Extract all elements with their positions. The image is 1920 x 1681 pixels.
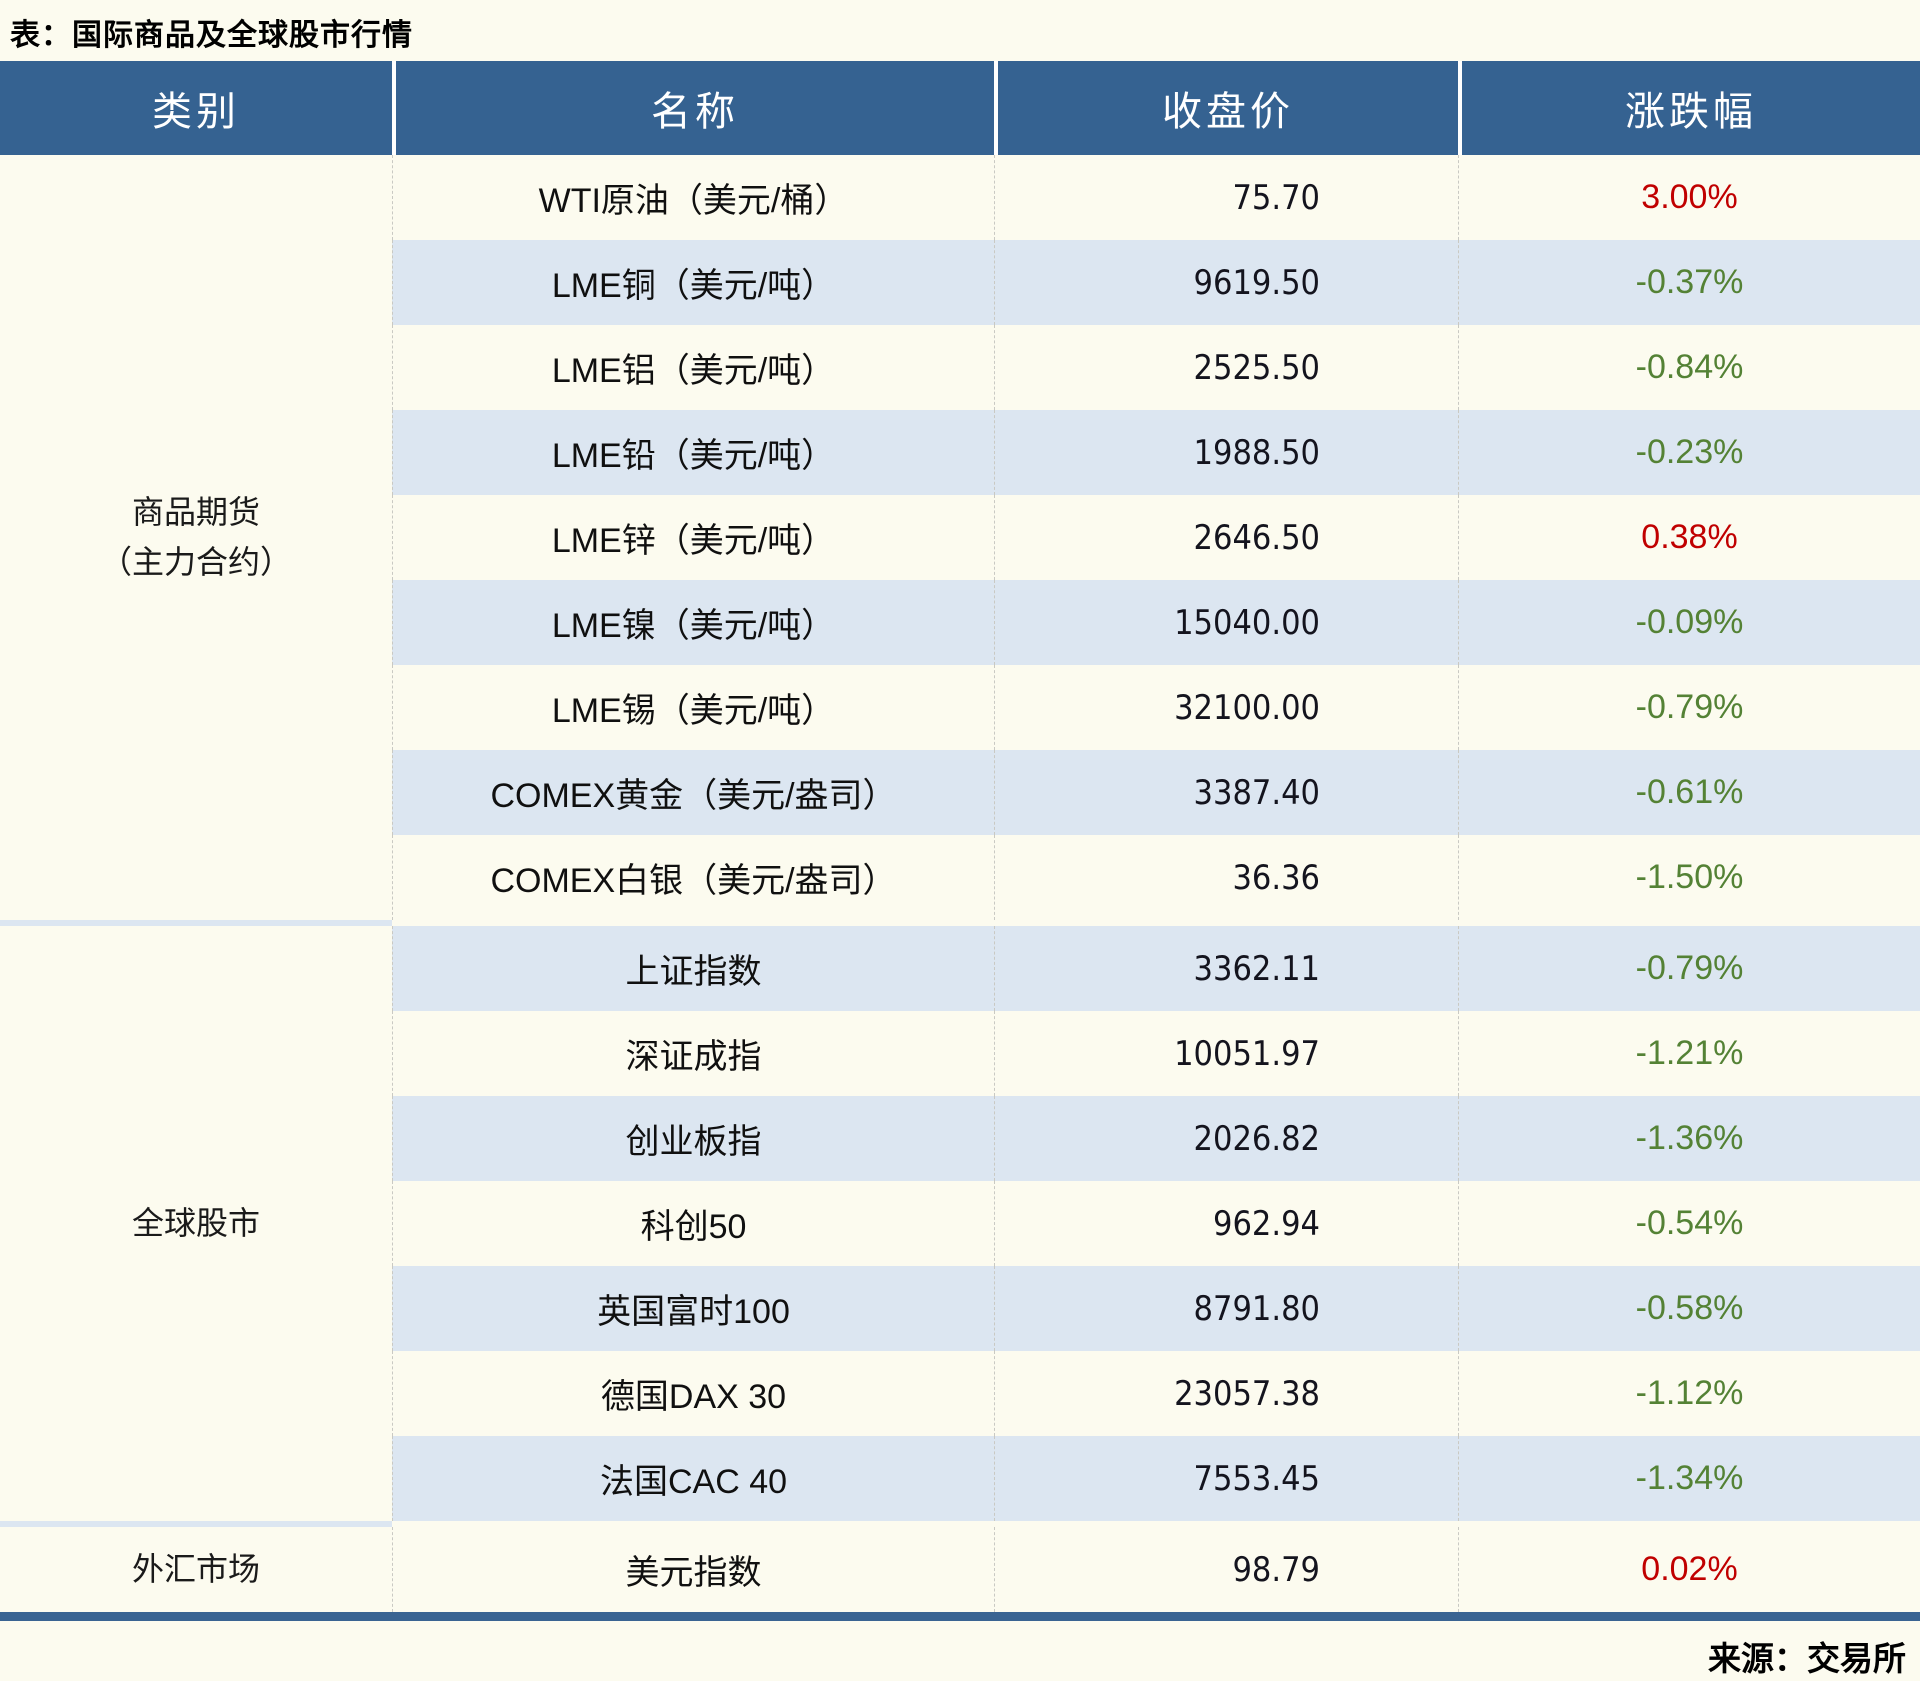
close-price: 3362.11 <box>994 926 1458 1011</box>
close-price: 32100.00 <box>994 665 1458 750</box>
table-bottom-border <box>0 1612 1920 1621</box>
table-row: LME铜（美元/吨） 9619.50 -0.37% <box>392 240 1920 325</box>
instrument-name: 深证成指 <box>392 1011 994 1096</box>
instrument-name: LME锌（美元/吨） <box>392 495 994 580</box>
close-price: 3387.40 <box>994 750 1458 835</box>
change-percent: -0.23% <box>1458 410 1920 495</box>
market-table: 类别 名称 收盘价 涨跌幅 商品期货 （主力合约） WTI原油（美元/桶） 75.70… <box>0 61 1920 1612</box>
change-percent: 0.02% <box>1458 1527 1920 1612</box>
change-percent: -1.21% <box>1458 1011 1920 1096</box>
table-body: 商品期货 （主力合约） WTI原油（美元/桶） 75.70 3.00% LME铜（美元/吨… <box>0 155 1920 1612</box>
instrument-name: LME铝（美元/吨） <box>392 325 994 410</box>
instrument-name: 德国DAX 30 <box>392 1351 994 1436</box>
table-row: 上证指数 3362.11 -0.79% <box>392 926 1920 1011</box>
table-row: 德国DAX 30 23057.38 -1.12% <box>392 1351 1920 1436</box>
instrument-name: LME铅（美元/吨） <box>392 410 994 495</box>
group-separator-left <box>0 1521 392 1527</box>
change-percent: -1.50% <box>1458 835 1920 920</box>
close-price: 2026.82 <box>994 1096 1458 1181</box>
instrument-name: LME镍（美元/吨） <box>392 580 994 665</box>
table-row: 英国富时100 8791.80 -0.58% <box>392 1266 1920 1351</box>
category-label-line: 全球股市 <box>131 1204 260 1241</box>
change-percent: -1.36% <box>1458 1096 1920 1181</box>
category-cell: 全球股市 <box>0 926 392 1521</box>
close-price: 15040.00 <box>994 580 1458 665</box>
header-close-price: 收盘价 <box>994 61 1458 155</box>
category-label-line: 商品期货 <box>131 493 260 530</box>
close-price: 9619.50 <box>994 240 1458 325</box>
group-separator-right <box>392 1521 1920 1527</box>
table-row: 美元指数 98.79 0.02% <box>392 1527 1920 1612</box>
close-price: 2525.50 <box>994 325 1458 410</box>
table-row: WTI原油（美元/桶） 75.70 3.00% <box>392 155 1920 240</box>
change-percent: -0.58% <box>1458 1266 1920 1351</box>
change-percent: -0.79% <box>1458 665 1920 750</box>
instrument-name: 法国CAC 40 <box>392 1436 994 1521</box>
table-row: LME铅（美元/吨） 1988.50 -0.23% <box>392 410 1920 495</box>
category-label-line: （主力合约） <box>99 543 292 580</box>
change-percent: -0.84% <box>1458 325 1920 410</box>
category-label-line: 外汇市场 <box>131 1550 260 1587</box>
group-separator-left <box>0 920 392 926</box>
change-percent: 0.38% <box>1458 495 1920 580</box>
category-group: 商品期货 （主力合约） WTI原油（美元/桶） 75.70 3.00% LME铜（美元/吨… <box>0 155 1920 920</box>
table-row: COMEX白银（美元/盎司） 36.36 -1.50% <box>392 835 1920 920</box>
change-percent: -1.34% <box>1458 1436 1920 1521</box>
instrument-name: COMEX黄金（美元/盎司） <box>392 750 994 835</box>
instrument-name: COMEX白银（美元/盎司） <box>392 835 994 920</box>
instrument-name: 上证指数 <box>392 926 994 1011</box>
change-percent: 3.00% <box>1458 155 1920 240</box>
instrument-name: LME铜（美元/吨） <box>392 240 994 325</box>
close-price: 75.70 <box>994 155 1458 240</box>
table-row: LME锡（美元/吨） 32100.00 -0.79% <box>392 665 1920 750</box>
category-group: 全球股市 上证指数 3362.11 -0.79% 深证成指 10051.97 -1.21% 创… <box>0 926 1920 1521</box>
close-price: 10051.97 <box>994 1011 1458 1096</box>
change-percent: -0.09% <box>1458 580 1920 665</box>
close-price: 2646.50 <box>994 495 1458 580</box>
table-row: LME镍（美元/吨） 15040.00 -0.09% <box>392 580 1920 665</box>
close-price: 8791.80 <box>994 1266 1458 1351</box>
table-row: LME铝（美元/吨） 2525.50 -0.84% <box>392 325 1920 410</box>
group-rows: 美元指数 98.79 0.02% <box>392 1527 1920 1612</box>
instrument-name: 英国富时100 <box>392 1266 994 1351</box>
group-separator <box>0 920 1920 926</box>
instrument-name: 科创50 <box>392 1181 994 1266</box>
category-cell: 商品期货 （主力合约） <box>0 155 392 920</box>
category-cell: 外汇市场 <box>0 1527 392 1612</box>
close-price: 1988.50 <box>994 410 1458 495</box>
change-percent: -1.12% <box>1458 1351 1920 1436</box>
change-percent: -0.54% <box>1458 1181 1920 1266</box>
group-separator-right <box>392 920 1920 926</box>
change-percent: -0.37% <box>1458 240 1920 325</box>
group-rows: 上证指数 3362.11 -0.79% 深证成指 10051.97 -1.21% 创业板指 2… <box>392 926 1920 1521</box>
table-row: COMEX黄金（美元/盎司） 3387.40 -0.61% <box>392 750 1920 835</box>
change-percent: -0.79% <box>1458 926 1920 1011</box>
close-price: 36.36 <box>994 835 1458 920</box>
group-rows: WTI原油（美元/桶） 75.70 3.00% LME铜（美元/吨） 9619.50 -0… <box>392 155 1920 920</box>
source-note: 来源：交易所 <box>1708 1640 1906 1677</box>
group-separator <box>0 1521 1920 1527</box>
table-header-row: 类别 名称 收盘价 涨跌幅 <box>0 61 1920 155</box>
close-price: 23057.38 <box>994 1351 1458 1436</box>
header-category: 类别 <box>152 89 240 134</box>
close-price: 98.79 <box>994 1527 1458 1612</box>
table-row: LME锌（美元/吨） 2646.50 0.38% <box>392 495 1920 580</box>
close-price: 7553.45 <box>994 1436 1458 1521</box>
instrument-name: LME锡（美元/吨） <box>392 665 994 750</box>
table-row: 法国CAC 40 7553.45 -1.34% <box>392 1436 1920 1521</box>
change-percent: -0.61% <box>1458 750 1920 835</box>
table-row: 科创50 962.94 -0.54% <box>392 1181 1920 1266</box>
instrument-name: WTI原油（美元/桶） <box>392 155 994 240</box>
table-row: 深证成指 10051.97 -1.21% <box>392 1011 1920 1096</box>
close-price: 962.94 <box>994 1181 1458 1266</box>
instrument-name: 创业板指 <box>392 1096 994 1181</box>
header-change-pct: 涨跌幅 <box>1458 61 1920 155</box>
instrument-name: 美元指数 <box>392 1527 994 1612</box>
header-name: 名称 <box>392 61 994 155</box>
page-title: 表：国际商品及全球股市行情 <box>10 19 413 52</box>
category-group: 外汇市场 美元指数 98.79 0.02% <box>0 1527 1920 1612</box>
table-row: 创业板指 2026.82 -1.36% <box>392 1096 1920 1181</box>
